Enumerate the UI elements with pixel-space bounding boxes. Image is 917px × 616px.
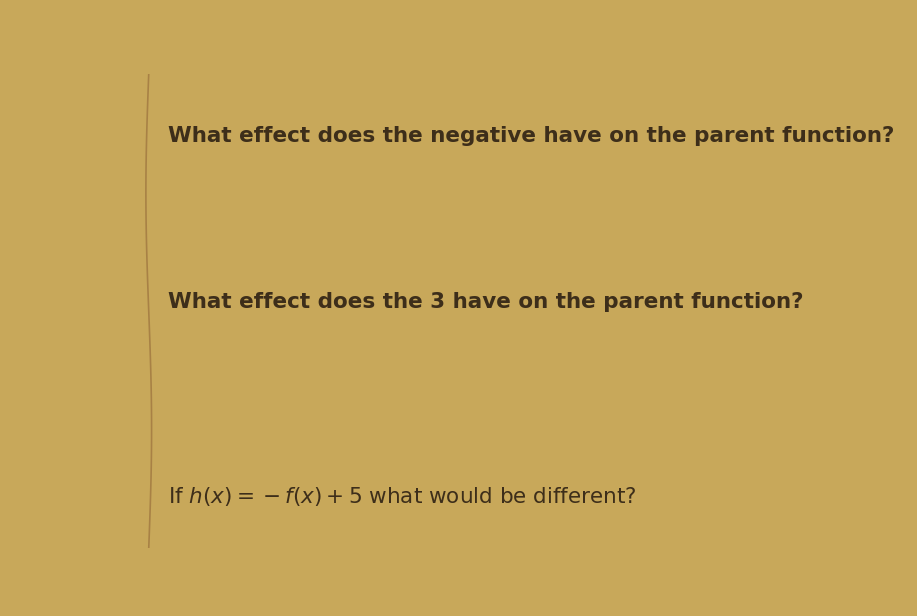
- Text: If $h(x) = -f(x) + 5$ what would be different?: If $h(x) = -f(x) + 5$ what would be diff…: [168, 485, 636, 508]
- Text: What effect does the negative have on the parent function?: What effect does the negative have on th…: [168, 126, 894, 145]
- Text: What effect does the 3 have on the parent function?: What effect does the 3 have on the paren…: [168, 291, 803, 312]
